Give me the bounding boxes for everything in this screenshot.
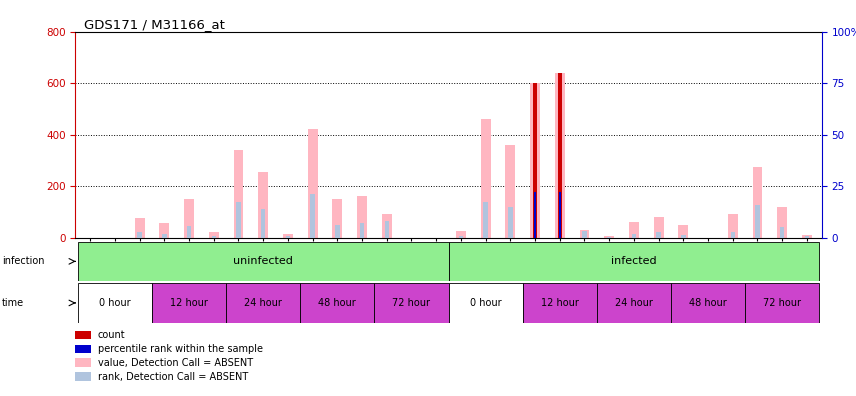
Bar bbox=[597, 283, 671, 323]
Bar bbox=[558, 73, 562, 238]
Bar bbox=[530, 83, 540, 238]
Text: 24 hour: 24 hour bbox=[615, 298, 653, 308]
Bar bbox=[459, 236, 463, 238]
Text: uninfected: uninfected bbox=[233, 256, 293, 267]
Bar bbox=[152, 283, 226, 323]
Text: 48 hour: 48 hour bbox=[689, 298, 727, 308]
Bar bbox=[184, 199, 194, 238]
Bar bbox=[654, 217, 663, 238]
Bar bbox=[604, 236, 614, 238]
Bar bbox=[234, 150, 243, 238]
Bar bbox=[449, 283, 523, 323]
Bar bbox=[78, 283, 152, 323]
Bar bbox=[449, 242, 819, 281]
Bar bbox=[805, 236, 809, 238]
Bar bbox=[730, 232, 735, 238]
Bar bbox=[360, 223, 365, 238]
Bar bbox=[261, 209, 265, 238]
Bar bbox=[802, 235, 811, 238]
Bar bbox=[681, 235, 686, 238]
Text: infection: infection bbox=[2, 256, 45, 267]
Text: 12 hour: 12 hour bbox=[541, 298, 579, 308]
Bar bbox=[159, 223, 169, 238]
Text: rank, Detection Call = ABSENT: rank, Detection Call = ABSENT bbox=[98, 371, 248, 382]
Bar bbox=[532, 192, 538, 238]
Bar bbox=[335, 225, 340, 238]
Bar bbox=[534, 192, 536, 238]
Bar bbox=[780, 227, 784, 238]
Bar bbox=[382, 215, 392, 238]
Bar bbox=[607, 237, 611, 238]
Bar bbox=[332, 199, 342, 238]
Bar bbox=[582, 231, 586, 238]
Bar bbox=[209, 232, 218, 238]
Bar bbox=[384, 221, 389, 238]
Bar bbox=[745, 283, 819, 323]
Bar bbox=[211, 236, 216, 238]
Bar bbox=[671, 283, 745, 323]
Bar bbox=[533, 83, 537, 238]
Text: count: count bbox=[98, 330, 125, 340]
Bar bbox=[78, 242, 449, 281]
Bar bbox=[283, 234, 293, 238]
Bar bbox=[679, 225, 688, 238]
Bar bbox=[374, 283, 449, 323]
Text: 48 hour: 48 hour bbox=[318, 298, 356, 308]
Text: time: time bbox=[2, 298, 24, 308]
Bar bbox=[307, 129, 318, 238]
Bar bbox=[481, 119, 490, 238]
Text: value, Detection Call = ABSENT: value, Detection Call = ABSENT bbox=[98, 358, 253, 368]
Bar bbox=[508, 207, 513, 238]
Bar bbox=[728, 215, 738, 238]
Text: 12 hour: 12 hour bbox=[170, 298, 208, 308]
Bar bbox=[286, 236, 290, 238]
Text: infected: infected bbox=[611, 256, 657, 267]
Text: 0 hour: 0 hour bbox=[99, 298, 131, 308]
Bar bbox=[559, 192, 561, 238]
Bar bbox=[629, 222, 639, 238]
Text: 72 hour: 72 hour bbox=[764, 298, 801, 308]
Text: GDS171 / M31166_at: GDS171 / M31166_at bbox=[84, 18, 225, 31]
Bar bbox=[456, 231, 466, 238]
Bar bbox=[300, 283, 374, 323]
Bar bbox=[259, 172, 268, 238]
Bar bbox=[777, 207, 788, 238]
Bar bbox=[187, 226, 191, 238]
Bar bbox=[236, 202, 241, 238]
Bar bbox=[357, 196, 367, 238]
Text: 0 hour: 0 hour bbox=[470, 298, 502, 308]
Bar bbox=[226, 283, 300, 323]
Bar bbox=[484, 202, 488, 238]
Text: 24 hour: 24 hour bbox=[244, 298, 282, 308]
Bar bbox=[137, 232, 142, 238]
Bar bbox=[505, 145, 515, 238]
Bar bbox=[752, 167, 763, 238]
Bar bbox=[311, 194, 315, 238]
Text: 72 hour: 72 hour bbox=[392, 298, 431, 308]
Bar bbox=[162, 234, 167, 238]
Text: percentile rank within the sample: percentile rank within the sample bbox=[98, 344, 263, 354]
Bar bbox=[557, 192, 562, 238]
Bar bbox=[657, 232, 661, 238]
Bar bbox=[632, 234, 636, 238]
Bar bbox=[580, 230, 590, 238]
Bar bbox=[134, 218, 145, 238]
Bar bbox=[755, 206, 760, 238]
Bar bbox=[523, 283, 597, 323]
Bar bbox=[555, 73, 565, 238]
